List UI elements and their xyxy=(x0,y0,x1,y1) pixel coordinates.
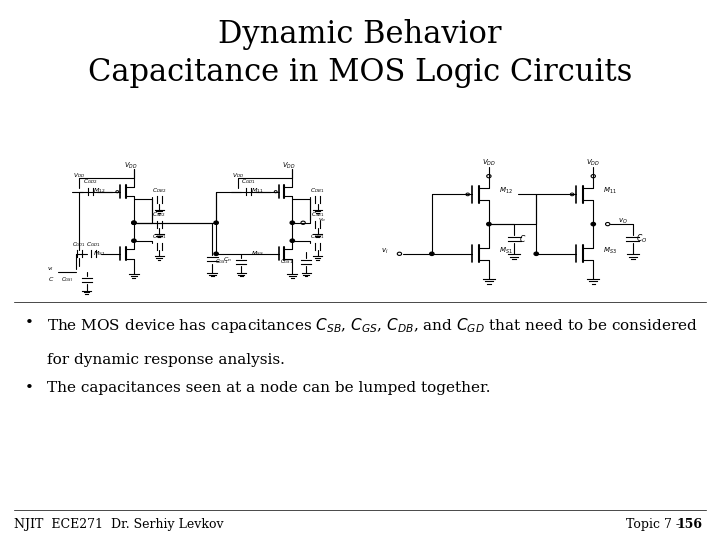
Text: $V_{DD}$: $V_{DD}$ xyxy=(282,160,295,171)
Text: $M_{11}$: $M_{11}$ xyxy=(603,186,617,197)
Text: $v_O$: $v_O$ xyxy=(618,217,629,226)
Circle shape xyxy=(430,252,434,255)
Text: $C_{GD1}$: $C_{GD1}$ xyxy=(73,240,86,249)
Text: $v_o$: $v_o$ xyxy=(318,216,325,224)
Text: $M_{S1}$: $M_{S1}$ xyxy=(93,249,105,258)
Text: $C_{DB1}$: $C_{DB1}$ xyxy=(152,232,166,241)
Circle shape xyxy=(534,252,539,255)
Text: $C_{SB1}$: $C_{SB1}$ xyxy=(310,210,325,219)
Text: for dynamic response analysis.: for dynamic response analysis. xyxy=(47,353,284,367)
Text: $C_{DB1}$: $C_{DB1}$ xyxy=(310,186,325,194)
Text: $C_n$: $C_n$ xyxy=(223,255,232,264)
Text: $C_{SB2}$: $C_{SB2}$ xyxy=(152,210,166,219)
Text: $C_{DB1}$: $C_{DB1}$ xyxy=(310,232,325,241)
Circle shape xyxy=(132,221,136,225)
Text: Topic 7 -: Topic 7 - xyxy=(626,518,684,531)
Text: The MOS device has capacitances $C_{SB}$, $C_{GS}$, $C_{DB}$, and $C_{GD}$ that : The MOS device has capacitances $C_{SB}$… xyxy=(47,316,698,335)
Text: $M_{S3}$: $M_{S3}$ xyxy=(603,246,617,256)
Text: $v_i$: $v_i$ xyxy=(381,246,389,256)
Text: $V_{DD}$: $V_{DD}$ xyxy=(232,171,244,180)
Text: $V_{DD}$: $V_{DD}$ xyxy=(586,158,600,168)
Text: $C_{GS1}$: $C_{GS1}$ xyxy=(280,258,293,266)
Circle shape xyxy=(290,221,294,225)
Text: The capacitances seen at a node can be lumped together.: The capacitances seen at a node can be l… xyxy=(47,381,490,395)
Circle shape xyxy=(290,239,294,242)
Text: $M_{12}$: $M_{12}$ xyxy=(93,186,105,195)
Text: NJIT  ECE271  Dr. Serhiy Levkov: NJIT ECE271 Dr. Serhiy Levkov xyxy=(14,518,224,531)
Text: •: • xyxy=(25,316,34,330)
Text: $M_{12}$: $M_{12}$ xyxy=(499,186,513,197)
Text: $C_{GD1}$: $C_{GD1}$ xyxy=(241,178,256,186)
Circle shape xyxy=(487,222,491,226)
Text: $C_{GSI}$: $C_{GSI}$ xyxy=(61,275,73,284)
Circle shape xyxy=(214,252,218,255)
Text: $M_{11}$: $M_{11}$ xyxy=(251,186,264,195)
Text: $C$: $C$ xyxy=(519,233,526,244)
Text: $M_{S1}$: $M_{S1}$ xyxy=(499,246,513,256)
Text: •: • xyxy=(25,381,34,395)
Text: $C_{DB2}$: $C_{DB2}$ xyxy=(152,186,166,194)
Circle shape xyxy=(214,221,218,225)
Text: $C_{GS1}$: $C_{GS1}$ xyxy=(215,258,228,266)
Circle shape xyxy=(132,221,136,225)
Text: $V_{DD}$: $V_{DD}$ xyxy=(482,158,496,168)
Text: $C_{GD1}$: $C_{GD1}$ xyxy=(86,240,101,249)
Text: $V_{DD}$: $V_{DD}$ xyxy=(73,171,86,180)
Text: $C$: $C$ xyxy=(48,275,54,282)
Text: $M_{SS}$: $M_{SS}$ xyxy=(251,249,264,258)
Circle shape xyxy=(132,239,136,242)
Text: $C_{GD2}$: $C_{GD2}$ xyxy=(83,178,97,186)
Text: $v_i$: $v_i$ xyxy=(48,265,54,273)
Circle shape xyxy=(591,222,595,226)
Text: $V_{DD}$: $V_{DD}$ xyxy=(124,160,137,171)
Text: 156: 156 xyxy=(676,518,702,531)
Text: $C_O$: $C_O$ xyxy=(636,232,647,245)
Text: Dynamic Behavior
Capacitance in MOS Logic Circuits: Dynamic Behavior Capacitance in MOS Logi… xyxy=(88,19,632,88)
